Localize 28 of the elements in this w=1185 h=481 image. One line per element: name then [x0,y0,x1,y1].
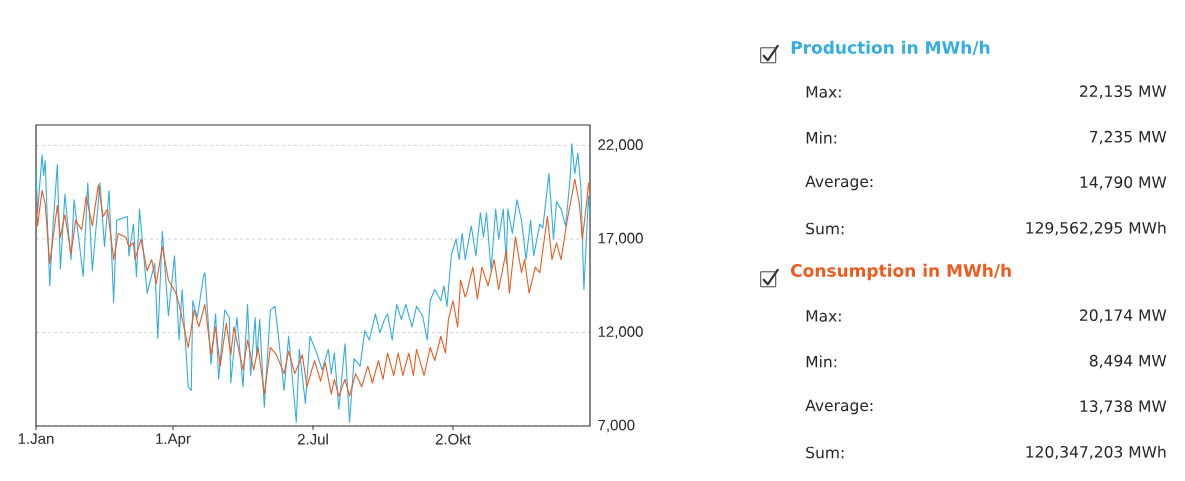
text: Sum: [806,446,844,459]
line-series [36,178,591,397]
text: Average: [805,175,873,191]
text: 14,790 MW [1080,176,1167,190]
text: Max: [806,86,841,98]
y-tick-label: 12,000 [598,326,643,339]
x-tick-label: 1.Apr [156,433,191,447]
text: 129,562,295 MWh [1026,221,1166,236]
x-tick-label: 1.Jan [18,433,54,444]
y-tick-label: 22,000 [598,139,643,152]
x-tick-label: 2.Jul [297,433,328,445]
text: 7,235 MW [1090,130,1167,145]
y-tick-label: 17,000 [598,232,643,246]
text: Average: [805,399,873,415]
text: Production in MWh/h [791,40,990,56]
text: Sum: [806,222,844,235]
text: 8,494 MW [1089,354,1167,369]
text: 13,738 MW [1080,400,1167,414]
text: 120,347,203 MWh [1026,445,1166,460]
text: Min: [806,131,837,144]
y-tick-label: 7,000 [598,419,635,433]
text: Min: [806,355,837,368]
text: 22,135 MW [1080,85,1167,99]
line-series [36,143,591,423]
text: Consumption in MWh/h [791,263,1011,281]
text: 20,174 MW [1080,309,1167,323]
text: Max: [806,310,841,322]
x-tick-label: 2.Okt [435,433,471,445]
